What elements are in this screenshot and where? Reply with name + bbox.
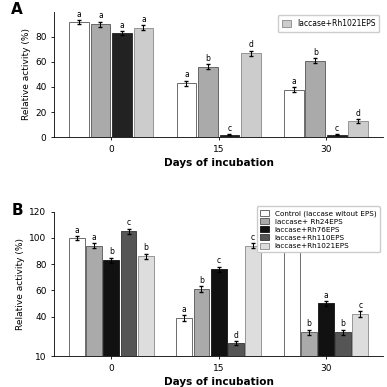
Text: c: c — [358, 301, 362, 310]
Y-axis label: Relative activity (%): Relative activity (%) — [16, 238, 25, 330]
Bar — [112, 33, 132, 137]
Bar — [176, 83, 196, 137]
Text: a: a — [92, 233, 97, 242]
X-axis label: Days of incubation: Days of incubation — [164, 158, 274, 168]
Bar — [91, 24, 110, 137]
Text: c: c — [127, 218, 130, 227]
Text: c: c — [217, 257, 221, 265]
Bar — [219, 135, 239, 137]
Text: a: a — [75, 226, 79, 235]
Bar — [194, 289, 209, 369]
Text: d: d — [233, 330, 238, 340]
Text: B: B — [12, 203, 23, 218]
Text: b: b — [205, 54, 211, 63]
Text: d: d — [248, 40, 253, 49]
X-axis label: Days of incubation: Days of incubation — [164, 377, 274, 387]
Bar — [176, 318, 192, 369]
Bar — [211, 269, 226, 369]
Text: b: b — [109, 247, 114, 256]
Text: a: a — [120, 21, 124, 30]
Text: c: c — [251, 233, 255, 242]
Bar — [284, 89, 304, 137]
Bar — [327, 135, 347, 137]
Text: a: a — [182, 305, 187, 314]
Text: b: b — [143, 243, 148, 252]
Text: c: c — [289, 233, 294, 242]
Text: a: a — [77, 10, 81, 19]
Text: b: b — [341, 319, 346, 329]
Text: c: c — [335, 124, 339, 133]
Text: a: a — [184, 70, 189, 79]
Text: A: A — [12, 2, 23, 17]
Bar — [353, 314, 368, 369]
Bar — [301, 332, 317, 369]
Text: a: a — [324, 291, 328, 300]
Bar — [86, 246, 102, 369]
Bar — [241, 53, 261, 137]
Text: c: c — [227, 124, 231, 133]
Legend: Control (laccase witout EPS), laccase+ Rh24EPS, laccase+Rh76EPS, laccase+Rh110EP: Control (laccase witout EPS), laccase+ R… — [257, 207, 380, 252]
Bar — [318, 303, 334, 369]
Bar — [103, 260, 119, 369]
Text: a: a — [141, 15, 146, 24]
Y-axis label: Relative activity (%): Relative activity (%) — [22, 28, 31, 120]
Bar — [69, 22, 89, 137]
Text: b: b — [313, 48, 318, 57]
Bar — [284, 246, 300, 369]
Bar — [69, 238, 85, 369]
Bar — [198, 67, 218, 137]
Text: a: a — [98, 11, 103, 21]
Bar — [245, 246, 261, 369]
Bar — [138, 256, 154, 369]
Text: d: d — [356, 109, 361, 118]
Bar — [228, 343, 244, 369]
Bar — [335, 332, 351, 369]
Legend: laccase+Rh1021EPS: laccase+Rh1021EPS — [278, 15, 379, 32]
Text: b: b — [307, 319, 311, 329]
Text: a: a — [291, 77, 296, 86]
Bar — [134, 28, 153, 137]
Bar — [121, 231, 137, 369]
Bar — [348, 121, 368, 137]
Bar — [305, 61, 325, 137]
Text: b: b — [199, 276, 204, 285]
